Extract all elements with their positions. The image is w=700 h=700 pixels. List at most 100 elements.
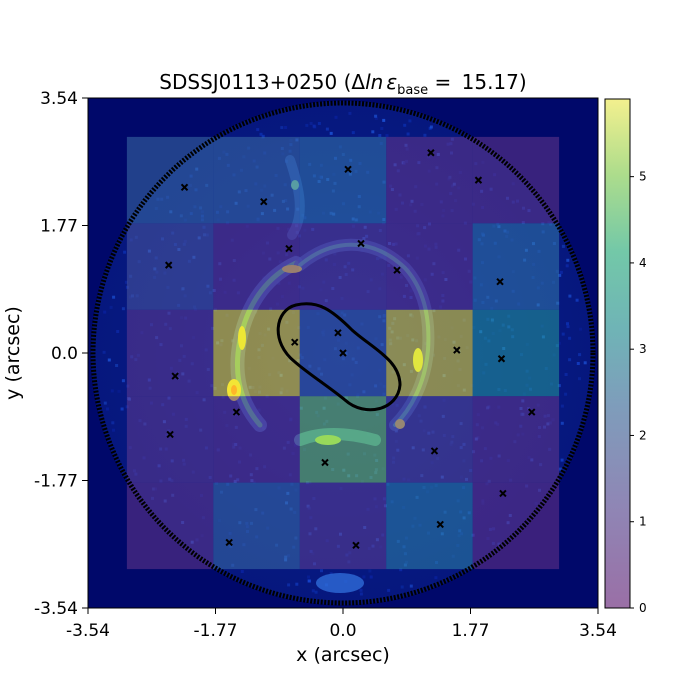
chart-title: SDSSJ0113+0250 (Δln εbase = 15.17) — [159, 70, 526, 98]
noise-pixel — [374, 114, 378, 118]
source-marker — [344, 165, 352, 174]
noise-pixel — [312, 124, 316, 128]
grid-cell — [386, 396, 473, 483]
noise-pixel — [368, 569, 372, 573]
grid-cell — [213, 396, 300, 483]
x-tick-label: -3.54 — [66, 621, 110, 641]
noise-pixel — [583, 361, 587, 365]
y-axis: 3.54 1.77 0.0 -1.77 -3.54 y (arcsec) — [2, 89, 88, 619]
noise-pixel — [560, 421, 564, 425]
noise-pixel — [115, 364, 119, 367]
noise-pixel — [314, 590, 318, 594]
noise-pixel — [579, 327, 583, 331]
mask-circle — [90, 100, 596, 606]
noise-pixel — [566, 322, 569, 326]
source-marker — [430, 447, 439, 455]
noise-pixel — [106, 407, 109, 411]
noise-pixel — [317, 122, 321, 125]
noise-pixel — [112, 428, 115, 432]
plot-area — [88, 98, 598, 608]
source-markers — [164, 149, 536, 550]
grid-cell — [472, 396, 560, 483]
noise-pixel — [109, 305, 113, 309]
colorbar-tick-label: 5 — [639, 170, 647, 184]
grid-cell — [386, 136, 473, 224]
source-marker — [393, 266, 401, 274]
noise-pixel — [362, 575, 366, 579]
source-marker — [180, 183, 189, 192]
noise-pixel — [399, 568, 403, 572]
grid-cell — [386, 223, 473, 310]
noise-pixel — [378, 134, 382, 137]
x-axis-label: x (arcsec) — [296, 644, 390, 666]
noise-pixel — [387, 588, 391, 592]
y-tick-label: 0.0 — [51, 344, 78, 364]
noise-pixel — [559, 270, 563, 274]
x-tick-label: 3.54 — [579, 621, 617, 641]
noise-pixel — [560, 458, 564, 462]
y-tick-label: -1.77 — [34, 472, 78, 492]
noise-pixel — [329, 131, 333, 135]
noise-pixel — [103, 310, 107, 314]
grid-cell — [299, 136, 387, 224]
noise-pixel — [560, 404, 564, 408]
source-marker — [232, 408, 241, 416]
source-marker — [528, 408, 536, 416]
source-marker — [321, 458, 329, 467]
noise-pixel — [566, 325, 570, 329]
noise-pixel — [578, 377, 581, 381]
noise-pixel — [400, 585, 404, 589]
caustic-curve — [276, 302, 402, 412]
y-tick-label: -3.54 — [34, 599, 78, 619]
colorbar-tick-label: 3 — [639, 342, 647, 356]
grid-cell — [213, 223, 300, 310]
noise-pixel — [103, 401, 107, 405]
source-marker — [427, 149, 435, 157]
colorbar-tick-label: 4 — [639, 256, 647, 270]
noise-pixel — [295, 582, 299, 586]
grid-cell — [126, 309, 214, 397]
noise-pixel — [280, 126, 284, 130]
grid-cell — [472, 223, 560, 310]
noise-pixel — [284, 126, 288, 129]
noise-pixel — [561, 332, 565, 336]
source-marker — [225, 538, 233, 547]
noise-pixel — [287, 583, 291, 587]
noise-pixel — [568, 358, 572, 362]
grid-cell — [213, 136, 300, 224]
noise-pixel — [307, 575, 310, 579]
noise-pixel — [558, 467, 562, 471]
noise-pixel — [374, 116, 378, 120]
noise-pixel — [429, 125, 433, 129]
noise-pixel — [568, 336, 572, 340]
colorbar-gradient — [604, 98, 631, 609]
noise-pixel — [403, 123, 407, 127]
noise-pixel — [434, 576, 438, 580]
y-axis-label: y (arcsec) — [2, 306, 24, 400]
noise-pixel — [261, 134, 265, 138]
noise-pixel — [576, 362, 580, 365]
source-marker — [474, 176, 483, 184]
noise-pixel — [359, 588, 363, 592]
colorbar-tick-label: 1 — [639, 515, 647, 529]
noise-pixel — [334, 115, 338, 119]
grid-cell — [299, 223, 387, 310]
noise-pixel — [240, 570, 244, 573]
noise-pixel — [305, 123, 309, 127]
noise-pixel — [568, 294, 572, 298]
noise-pixel — [408, 119, 412, 123]
noise-pixel — [259, 132, 263, 136]
source-marker — [260, 198, 268, 206]
x-tick-label: 1.77 — [452, 621, 490, 641]
colorbar-ticks: 0 1 2 3 4 5 — [630, 170, 647, 615]
noise-pixel — [311, 589, 315, 593]
x-tick-label: -1.77 — [194, 621, 238, 641]
y-tick-label: 1.77 — [40, 217, 78, 237]
noise-pixel — [558, 341, 561, 345]
noise-pixel — [423, 133, 427, 137]
noise-pixel — [121, 379, 125, 383]
noise-pixel — [359, 592, 363, 596]
x-tick-label: 0.0 — [329, 621, 356, 641]
source-marker — [291, 338, 299, 346]
